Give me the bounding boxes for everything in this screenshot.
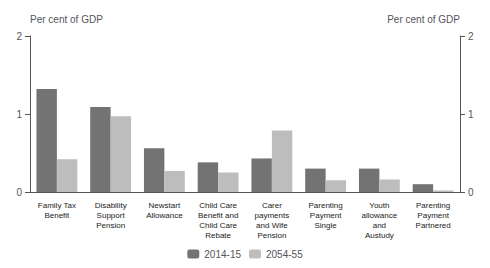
- svg-text:Parenting: Parenting: [309, 201, 343, 210]
- svg-text:allowance: allowance: [362, 211, 398, 220]
- svg-text:Benefit and: Benefit and: [198, 211, 238, 220]
- svg-text:Child Care: Child Care: [199, 221, 237, 230]
- svg-text:Single: Single: [315, 221, 338, 230]
- svg-text:2: 2: [16, 31, 22, 42]
- svg-text:Pension: Pension: [257, 231, 286, 240]
- svg-text:Disability: Disability: [95, 201, 127, 210]
- svg-text:Carer: Carer: [262, 201, 282, 210]
- svg-text:0: 0: [468, 187, 474, 198]
- svg-text:Austudy: Austudy: [365, 231, 394, 240]
- svg-text:Partnered: Partnered: [416, 221, 451, 230]
- svg-text:2: 2: [468, 31, 474, 42]
- svg-text:Pension: Pension: [96, 221, 125, 230]
- svg-text:Allowance: Allowance: [146, 211, 183, 220]
- svg-text:Newstart: Newstart: [149, 201, 181, 210]
- svg-text:Parenting: Parenting: [416, 201, 450, 210]
- svg-text:and: and: [373, 221, 386, 230]
- svg-text:Youth: Youth: [369, 201, 389, 210]
- svg-text:2014-15: 2014-15: [204, 249, 241, 260]
- svg-text:Family Tax: Family Tax: [38, 201, 76, 210]
- svg-text:1: 1: [468, 109, 474, 120]
- svg-text:Payment: Payment: [417, 211, 449, 220]
- svg-text:1: 1: [16, 109, 22, 120]
- svg-text:Child Care: Child Care: [199, 201, 237, 210]
- svg-text:Benefit: Benefit: [44, 211, 70, 220]
- svg-text:Per cent of GDP: Per cent of GDP: [30, 14, 103, 25]
- svg-text:Support: Support: [97, 211, 126, 220]
- svg-text:and Wife: and Wife: [256, 221, 288, 230]
- svg-text:Per cent of GDP: Per cent of GDP: [387, 14, 460, 25]
- svg-text:2054-55: 2054-55: [266, 249, 303, 260]
- svg-text:Payment: Payment: [310, 211, 342, 220]
- svg-text:Rebate: Rebate: [205, 231, 231, 240]
- svg-text:payments: payments: [255, 211, 290, 220]
- svg-text:0: 0: [16, 187, 22, 198]
